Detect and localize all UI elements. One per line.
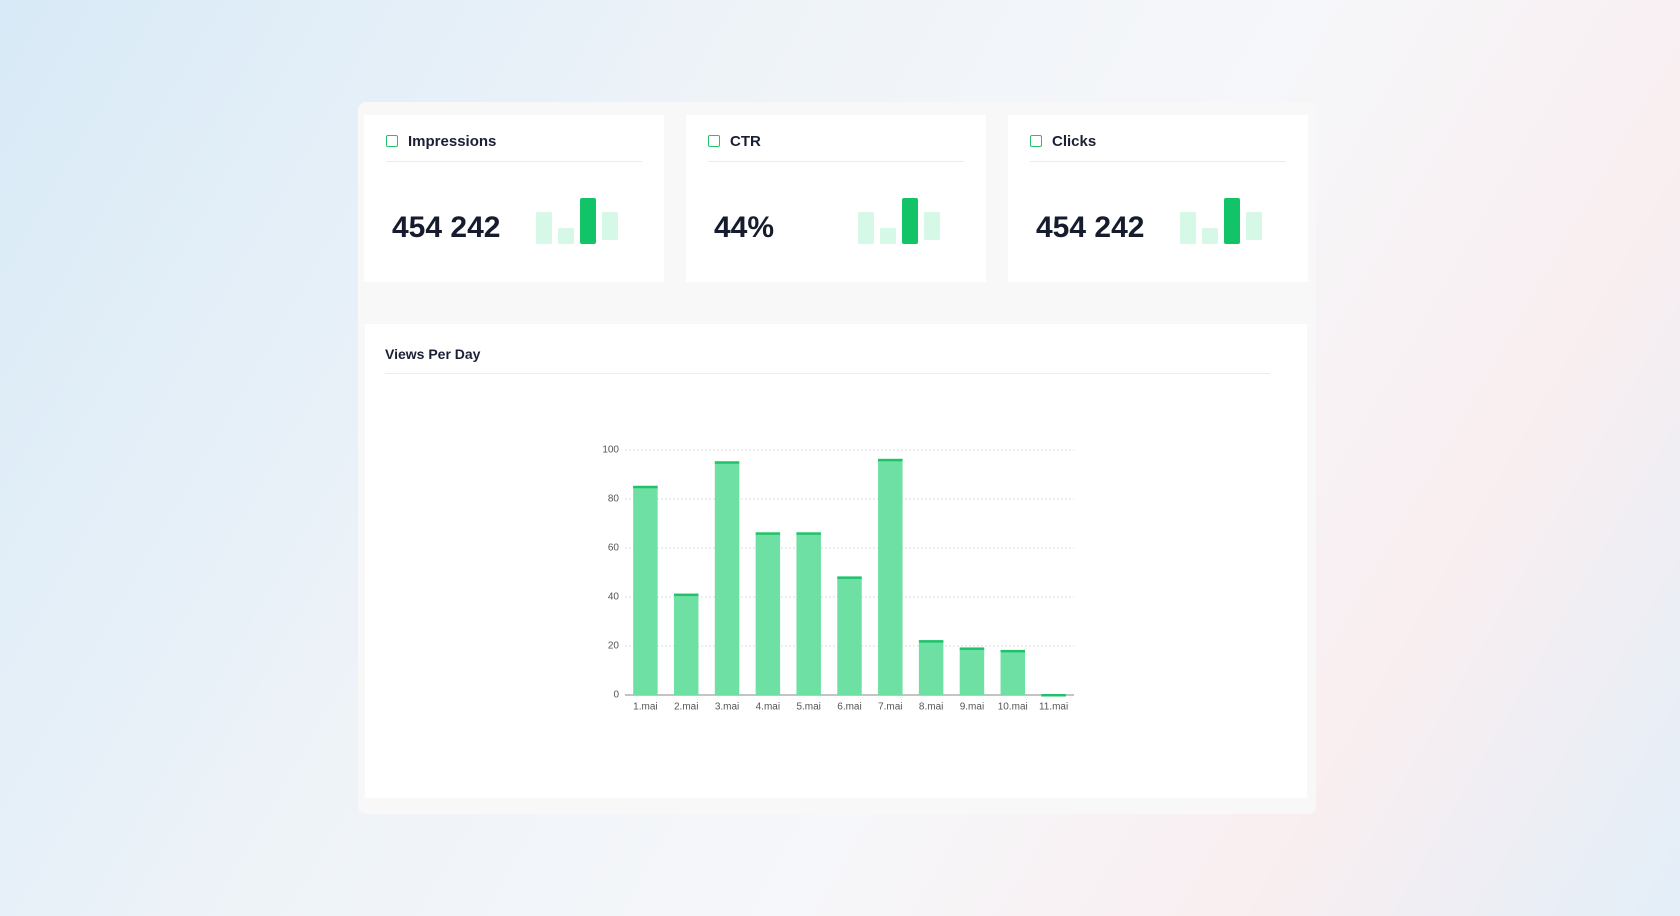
card-title: CTR	[730, 133, 761, 150]
card-icon	[708, 135, 720, 147]
card-icon	[386, 135, 398, 147]
card-title: Clicks	[1052, 133, 1097, 150]
chart-card: Views Per Day	[365, 324, 1307, 798]
mini-chart-icon	[858, 198, 940, 244]
mini-chart-icon	[1180, 198, 1262, 244]
mini-bar	[1224, 198, 1240, 244]
mini-bar	[1180, 212, 1196, 244]
card-value: 454 242	[1036, 211, 1145, 244]
mini-bar	[580, 198, 596, 244]
card-value: 454 242	[392, 211, 501, 244]
mini-bar	[880, 228, 896, 244]
mini-bar	[1246, 212, 1262, 240]
divider	[385, 373, 1270, 374]
mini-bar	[924, 212, 940, 240]
stat-card: Clicks 454 242	[1008, 115, 1308, 282]
mini-bar	[902, 198, 918, 244]
chart-title: Views Per Day	[385, 346, 481, 362]
mini-bar	[558, 228, 574, 244]
divider	[386, 161, 642, 162]
card-icon	[1030, 135, 1042, 147]
mini-chart-icon	[536, 198, 618, 244]
mini-bar	[536, 212, 552, 244]
mini-bar	[602, 212, 618, 240]
card-title: Impressions	[408, 133, 497, 150]
divider	[1030, 161, 1286, 162]
stat-card: Impressions 454 242	[364, 115, 664, 282]
mini-bar	[1202, 228, 1218, 244]
mini-bar	[858, 212, 874, 244]
stat-card: CTR 44%	[686, 115, 986, 282]
divider	[708, 161, 964, 162]
card-value: 44%	[714, 211, 775, 244]
